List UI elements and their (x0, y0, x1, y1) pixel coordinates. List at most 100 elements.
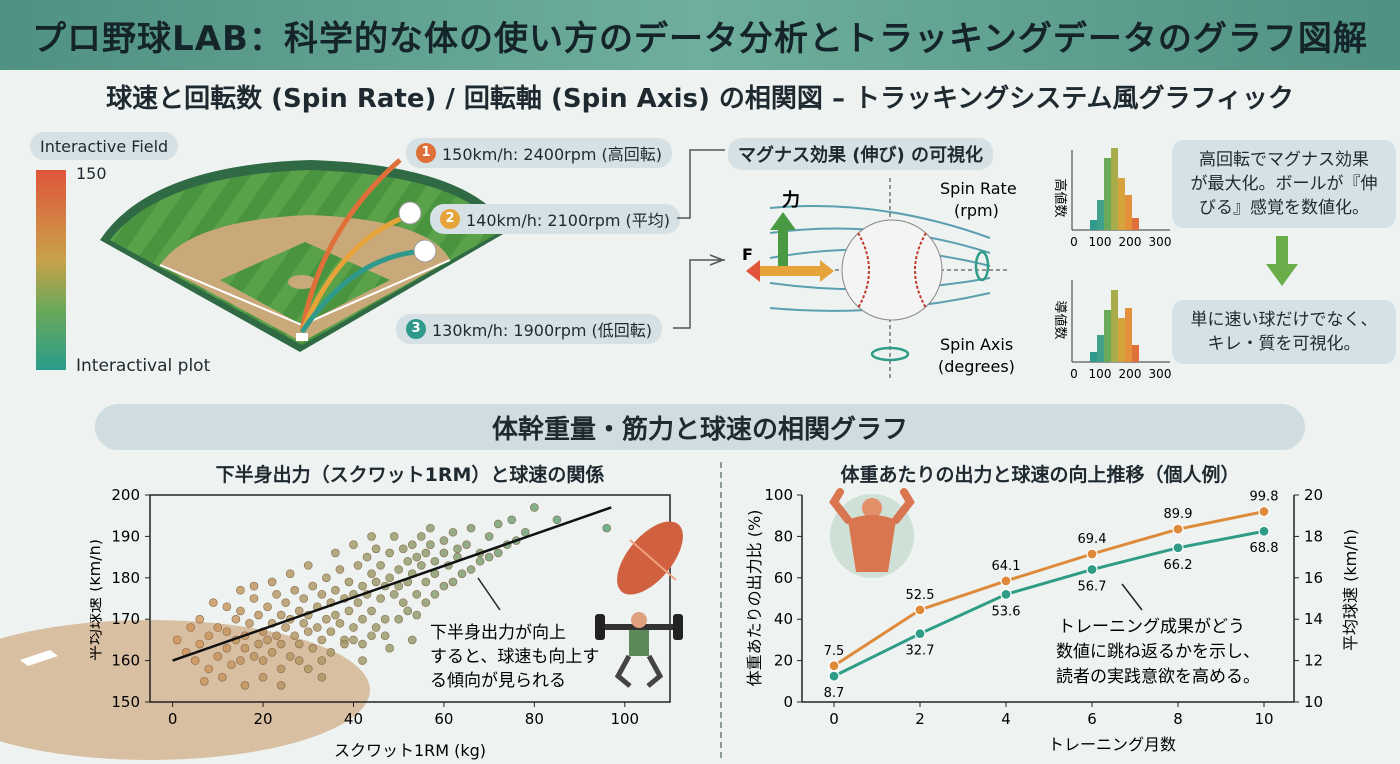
force-label: 力 (782, 190, 800, 211)
scatter-point (344, 606, 354, 616)
field-illustration (100, 158, 510, 352)
scatter-point (322, 614, 331, 624)
scatter-point (493, 548, 503, 558)
scatter-point (398, 544, 408, 554)
note-top: 高回転でマグナス効果 が最大化。ボールが『伸 びる』感覚を数値化。 (1172, 140, 1396, 228)
line-ytick-label: 40 (774, 610, 793, 628)
line-series-2 (833, 529, 1265, 678)
scatter-point (389, 590, 399, 599)
scatter-annotation-line-1: 下半身出力が向上 (430, 623, 566, 643)
scatter-point (394, 614, 403, 624)
scatter-point (376, 594, 385, 603)
scatter-xtick-label: 0 (168, 710, 178, 728)
scatter-xtick-label: 60 (434, 710, 453, 728)
scatter-point (186, 623, 195, 632)
note-top-line-2: が最大化。ボールが『伸 (1190, 174, 1378, 194)
scatter-point (349, 635, 358, 645)
scatter-point (222, 602, 232, 612)
scatter-point (349, 540, 358, 549)
line-chart: 0 20 40 60 80 100 10 12 14 16 18 20 0 2 4 6 8 10 7.5 52.5 6… (745, 486, 1360, 754)
scatter-point (303, 561, 313, 570)
scatter-point (371, 577, 381, 587)
scatter-point (317, 672, 327, 682)
scatter-point (303, 664, 313, 674)
section2-title: 体幹重量・筋力と球速の相関グラフ (95, 404, 1305, 450)
scatter-point (263, 635, 272, 645)
scatter-point (249, 594, 259, 603)
scatter-point (213, 652, 223, 661)
hist-bottom-ylabel: 導値数 (1052, 300, 1068, 339)
line-xtick-label: 2 (915, 710, 925, 728)
note-bottom-line-1: 単に速い球だけでなく、 (1190, 310, 1378, 330)
scatter-point (331, 548, 340, 558)
scatter-point (276, 610, 286, 620)
color-scale-bar (36, 170, 66, 370)
scatter-point (249, 652, 259, 661)
scatter-trend-line (172, 506, 612, 662)
scatter-point (204, 664, 214, 674)
scatter-ytick-label: 190 (111, 527, 140, 545)
line-annotation-line-1: トレーニング成果がどう (1058, 617, 1245, 637)
line-point-2 (1172, 542, 1184, 554)
line-xtick-label: 8 (1173, 710, 1183, 728)
scatter-point (308, 581, 318, 591)
scatter-point (380, 631, 390, 641)
scatter-point (213, 623, 223, 632)
scatter-point (204, 631, 214, 641)
scatter-ytick-label: 150 (111, 693, 140, 711)
scatter-point (394, 565, 403, 574)
scatter-point (209, 598, 218, 607)
scatter-point (421, 577, 431, 587)
scatter-xlabel: スクワット1RM (kg) (334, 741, 486, 760)
line-data-label-2: 8.7 (824, 686, 845, 701)
scatter-point (249, 581, 259, 591)
line-y2tick-label: 18 (1304, 527, 1323, 545)
scatter-ylabel: 平均球速 (km/h) (90, 539, 104, 661)
hist-top-tick-0: 0 (1070, 235, 1078, 249)
scatter-point (263, 602, 272, 612)
line-point-1 (1000, 575, 1012, 587)
down-arrow-icon (1266, 236, 1298, 286)
scatter-point (236, 606, 245, 616)
scatter-point (358, 639, 367, 649)
scatter-point (353, 561, 363, 570)
line-data-label-2: 53.6 (992, 604, 1021, 619)
scatter-point (236, 585, 245, 595)
section-divider (720, 462, 722, 758)
scatter-point (426, 540, 435, 549)
hist-top-tick-2: 200 (1119, 235, 1142, 249)
scatter-point (412, 552, 422, 562)
scatter-point (380, 614, 390, 624)
scatter-point (367, 631, 376, 641)
scatter-point (222, 627, 232, 636)
scatter-point (308, 643, 318, 653)
scatter-point (218, 672, 227, 682)
scatter-point (417, 561, 426, 570)
line-data-label-2: 56.7 (1078, 580, 1107, 595)
scatter-point (267, 648, 277, 657)
magnus-title-text: マグナス効果 (伸び) の可視化 (738, 145, 983, 166)
hist-bottom-tick-3: 300 (1149, 367, 1172, 381)
ground-decoration (0, 620, 370, 760)
scatter-point (439, 536, 449, 545)
magnus-title: マグナス効果 (伸び) の可視化 (728, 138, 993, 170)
scatter-point (245, 619, 254, 628)
scatter-point (276, 681, 286, 690)
scatter-point (254, 639, 263, 649)
scatter-point (195, 639, 205, 649)
scatter-point (294, 606, 304, 616)
line-point-2 (1086, 563, 1098, 576)
scatter-point (466, 523, 476, 533)
line-ytick-label: 60 (774, 569, 793, 587)
line-point-1 (1258, 505, 1270, 518)
scatter-xtick-label: 80 (525, 710, 544, 728)
spin-axis-label-1: Spin Axis (940, 335, 1013, 354)
line-data-label-1: 7.5 (824, 644, 845, 659)
scatter-point (421, 598, 431, 607)
scatter-point (398, 598, 408, 607)
scatter-point (521, 527, 530, 537)
scatter-point (281, 623, 290, 632)
scatter-point (290, 585, 299, 595)
scatter-point (385, 573, 394, 583)
scatter-point (285, 569, 295, 578)
